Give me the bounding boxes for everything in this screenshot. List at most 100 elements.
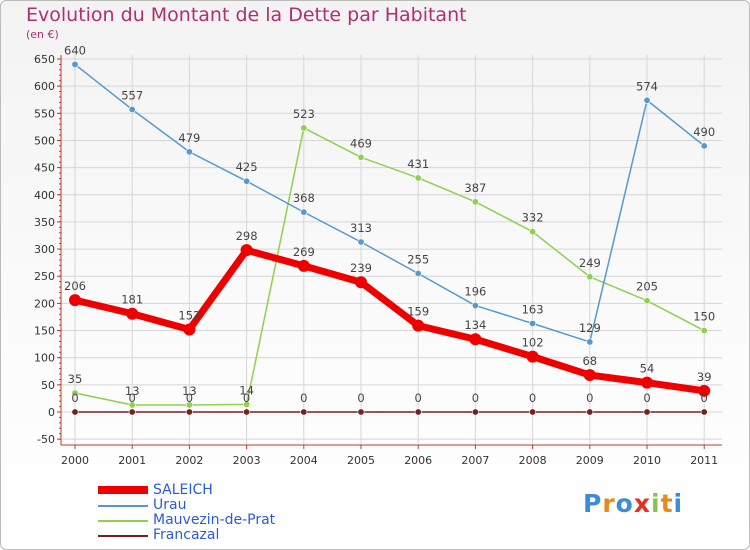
data-label-saleich: 206 <box>64 279 86 293</box>
data-point-francazal <box>586 408 594 416</box>
y-tick-label: 50 <box>41 379 55 392</box>
y-tick-label: 0 <box>48 406 55 419</box>
data-label-urau: 255 <box>407 253 429 267</box>
data-label-saleich: 54 <box>640 362 655 376</box>
data-point-saleich <box>698 384 711 397</box>
data-label-francazal: 0 <box>529 391 536 405</box>
y-tick-label: 600 <box>34 80 55 93</box>
legend-label-mauvezin-de-prat: Mauvezin-de-Prat <box>153 512 276 528</box>
data-label-urau: 163 <box>522 302 544 316</box>
logo-letter: x <box>633 489 651 518</box>
data-point-saleich <box>297 259 310 272</box>
x-tick-label: 2008 <box>519 454 547 467</box>
data-label-saleich: 269 <box>293 245 315 259</box>
x-tick-label: 2006 <box>404 454 432 467</box>
legend-label-saleich: SALEICH <box>153 482 213 498</box>
data-point-saleich <box>69 294 81 307</box>
data-point-francazal <box>185 408 193 416</box>
data-label-urau: 129 <box>579 321 601 335</box>
data-label-saleich: 68 <box>582 354 597 368</box>
x-tick-label: 2007 <box>461 454 489 467</box>
data-label-mauvezin-de-prat: 249 <box>579 256 601 270</box>
logo-letter: t <box>660 489 674 518</box>
data-point-saleich <box>240 244 253 257</box>
y-tick-label: 400 <box>34 189 55 202</box>
legend-label-urau: Urau <box>153 497 187 513</box>
data-label-saleich: 159 <box>407 305 429 319</box>
x-tick-label: 2011 <box>690 454 718 467</box>
data-point-saleich <box>183 323 196 336</box>
x-tick-label: 2010 <box>633 454 661 467</box>
data-label-urau: 479 <box>178 131 200 145</box>
data-label-francazal: 0 <box>586 391 593 405</box>
data-label-francazal: 0 <box>701 391 708 405</box>
chart-title: Evolution du Montant de la Dette par Hab… <box>26 4 467 26</box>
data-point-urau <box>700 142 708 150</box>
data-label-mauvezin-de-prat: 13 <box>125 384 140 398</box>
proxiti-logo: Proxiti <box>583 489 683 518</box>
y-tick-label: 150 <box>34 325 55 338</box>
data-point-urau <box>128 105 136 113</box>
data-label-mauvezin-de-prat: 13 <box>182 384 197 398</box>
y-tick-label: 250 <box>34 270 55 283</box>
data-point-mauvezin-de-prat <box>357 153 365 161</box>
data-point-saleich <box>469 333 482 346</box>
data-point-francazal <box>471 408 479 416</box>
data-label-urau: 425 <box>236 160 258 174</box>
x-tick-label: 2009 <box>576 454 604 467</box>
x-tick-label: 2001 <box>118 454 146 467</box>
data-label-mauvezin-de-prat: 205 <box>636 280 658 294</box>
data-point-urau <box>643 96 651 104</box>
data-label-mauvezin-de-prat: 35 <box>68 372 83 386</box>
data-label-francazal: 0 <box>243 391 250 405</box>
legend-label-francazal: Francazal <box>153 527 220 543</box>
data-point-francazal <box>700 408 708 416</box>
data-label-urau: 640 <box>64 43 86 57</box>
x-tick-label: 2003 <box>233 454 261 467</box>
data-point-saleich <box>583 369 596 382</box>
data-point-francazal <box>128 408 136 416</box>
chart-subtitle: (en €) <box>26 28 59 41</box>
data-point-francazal <box>300 408 308 416</box>
data-point-mauvezin-de-prat <box>586 273 594 281</box>
logo-letter: i <box>673 489 684 518</box>
data-point-mauvezin-de-prat <box>529 228 537 236</box>
data-point-urau <box>357 238 365 246</box>
data-label-mauvezin-de-prat: 150 <box>693 310 715 324</box>
y-tick-label: 500 <box>34 134 55 147</box>
data-label-mauvezin-de-prat: 14 <box>239 383 254 397</box>
data-label-urau: 368 <box>293 191 315 205</box>
data-label-mauvezin-de-prat: 387 <box>464 181 486 195</box>
data-point-francazal <box>414 408 422 416</box>
logo-letter: o <box>615 489 634 518</box>
x-tick-label: 2004 <box>290 454 318 467</box>
y-tick-label: 200 <box>34 297 55 310</box>
data-point-francazal <box>71 408 79 416</box>
logo-letter: i <box>651 489 661 518</box>
data-label-mauvezin-de-prat: 523 <box>293 107 315 121</box>
data-label-francazal: 0 <box>186 391 193 405</box>
legend-swatch-saleich <box>98 486 148 494</box>
data-point-saleich <box>526 350 539 363</box>
data-label-mauvezin-de-prat: 431 <box>407 157 429 171</box>
data-point-saleich <box>126 307 139 320</box>
data-point-mauvezin-de-prat <box>414 174 422 182</box>
data-label-saleich: 239 <box>350 261 372 275</box>
y-tick-label: 300 <box>34 243 55 256</box>
data-point-mauvezin-de-prat <box>128 401 136 409</box>
data-label-saleich: 152 <box>178 308 200 322</box>
data-point-mauvezin-de-prat <box>185 401 193 409</box>
y-tick-label: -50 <box>37 433 55 446</box>
data-point-mauvezin-de-prat <box>700 327 708 335</box>
x-tick-label: 2002 <box>175 454 203 467</box>
data-point-mauvezin-de-prat <box>71 389 79 397</box>
data-label-francazal: 0 <box>472 391 479 405</box>
data-point-urau <box>471 302 479 310</box>
data-label-francazal: 0 <box>357 391 364 405</box>
data-label-urau: 557 <box>121 88 143 102</box>
data-point-mauvezin-de-prat <box>471 198 479 206</box>
data-point-urau <box>414 270 422 278</box>
data-label-mauvezin-de-prat: 332 <box>522 211 544 225</box>
